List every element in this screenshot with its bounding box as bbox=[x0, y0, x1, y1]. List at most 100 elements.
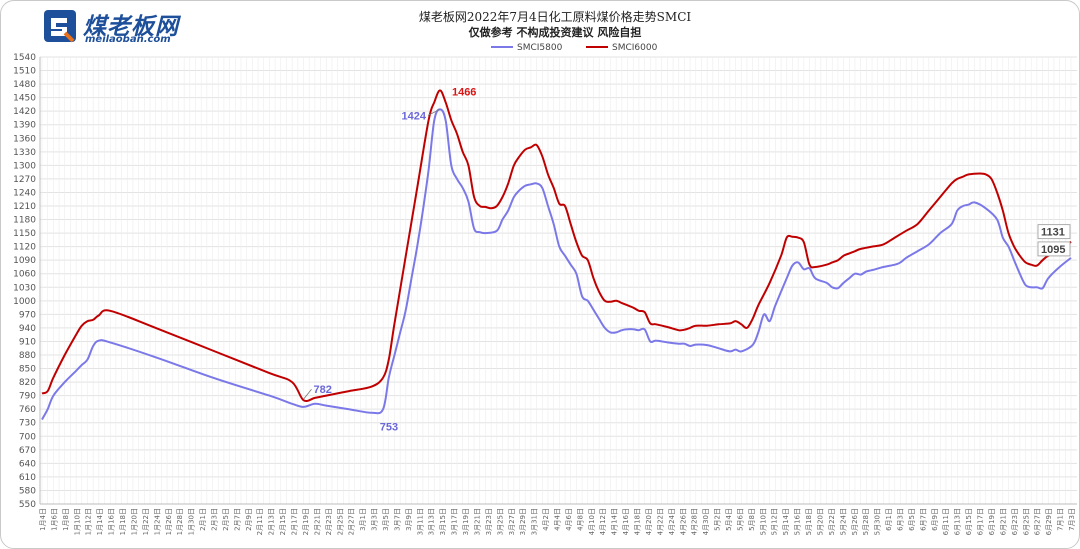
x-tick-label: 1月16日 bbox=[108, 508, 116, 535]
y-tick-label: 610 bbox=[19, 473, 36, 483]
y-tick-label: 790 bbox=[19, 392, 36, 402]
data-label-1095: 1095 bbox=[1041, 244, 1065, 256]
y-tick-label: 1150 bbox=[13, 229, 36, 239]
x-tick-label: 2月23日 bbox=[325, 508, 333, 535]
x-tick-label: 6月21日 bbox=[999, 508, 1007, 535]
y-tick-label: 910 bbox=[19, 337, 36, 347]
y-tick-label: 760 bbox=[19, 405, 36, 415]
x-tick-label: 2月15日 bbox=[279, 508, 287, 535]
y-tick-label: 1000 bbox=[13, 297, 36, 307]
legend-label: SMCI6000 bbox=[612, 43, 658, 53]
y-tick-label: 1270 bbox=[13, 175, 36, 185]
y-axis: 550 580 610 640 670 700 730 760 790 820 850 880 910 9… bbox=[13, 53, 36, 510]
x-tick-label: 5月30日 bbox=[874, 508, 882, 535]
x-tick-label: 2月1日 bbox=[199, 508, 207, 531]
x-tick-label: 6月5日 bbox=[908, 508, 916, 531]
logo-name: 煤老板网 bbox=[83, 14, 179, 40]
data-label-1424: 1424 bbox=[401, 110, 426, 122]
y-tick-label: 1300 bbox=[13, 161, 36, 171]
y-tick-label: 970 bbox=[19, 310, 36, 320]
x-tick-label: 4月6日 bbox=[565, 508, 573, 531]
x-tick-label: 2月11日 bbox=[256, 508, 264, 535]
y-tick-label: 1450 bbox=[13, 94, 36, 104]
x-tick-label: 3月23日 bbox=[485, 508, 493, 535]
x-tick-label: 6月29日 bbox=[1045, 508, 1053, 535]
chart-subtitle: 仅做参考 不构成投资建议 风险自担 bbox=[468, 25, 642, 39]
x-tick-label: 4月18日 bbox=[634, 508, 642, 535]
y-tick-label: 940 bbox=[19, 324, 36, 334]
annotation-leader bbox=[427, 109, 441, 116]
y-tick-label: 550 bbox=[19, 500, 36, 510]
x-tick-label: 4月4日 bbox=[554, 508, 562, 531]
x-tick-label: 3月5日 bbox=[382, 508, 390, 531]
data-label-753: 753 bbox=[380, 421, 398, 433]
y-tick-label: 1060 bbox=[13, 270, 36, 280]
x-tick-label: 5月12日 bbox=[771, 508, 779, 535]
x-tick-label: 1月24日 bbox=[153, 508, 161, 535]
y-tick-label: 700 bbox=[19, 432, 36, 442]
x-tick-label: 6月3日 bbox=[897, 508, 905, 531]
x-tick-label: 1月22日 bbox=[142, 508, 150, 535]
x-tick-label: 5月6日 bbox=[736, 508, 744, 531]
x-tick-label: 3月7日 bbox=[393, 508, 401, 531]
x-tick-label: 2月3日 bbox=[211, 508, 219, 531]
x-tick-label: 1月26日 bbox=[165, 508, 173, 535]
chart-title: 煤老板网2022年7月4日化工原料煤价格走势SMCI bbox=[419, 9, 691, 24]
x-tick-label: 5月20日 bbox=[816, 508, 824, 535]
x-tick-label: 6月15日 bbox=[965, 508, 973, 535]
x-tick-label: 4月2日 bbox=[542, 508, 550, 531]
x-tick-label: 4月24日 bbox=[668, 508, 676, 535]
y-tick-label: 1330 bbox=[13, 148, 36, 158]
x-tick-label: 6月27日 bbox=[1034, 508, 1042, 535]
x-tick-label: 2月17日 bbox=[291, 508, 299, 535]
x-tick-label: 4月8日 bbox=[576, 508, 584, 531]
x-tick-label: 1月20日 bbox=[130, 508, 138, 535]
x-axis: 1月4日 1月6日 1月8日 1月10日 1月12日 1月14日 1月16日 1月18日 1月2… bbox=[39, 508, 1076, 535]
x-tick-label: 2月19日 bbox=[302, 508, 310, 535]
x-tick-label: 6月7日 bbox=[919, 508, 927, 531]
x-tick-label: 2月13日 bbox=[268, 508, 276, 535]
x-tick-label: 1月14日 bbox=[96, 508, 104, 535]
x-tick-label: 6月13日 bbox=[954, 508, 962, 535]
x-tick-label: 2月7日 bbox=[233, 508, 241, 531]
x-tick-label: 3月15日 bbox=[439, 508, 447, 535]
x-tick-label: 4月30日 bbox=[702, 508, 710, 535]
x-tick-label: 5月16日 bbox=[794, 508, 802, 535]
x-tick-label: 4月12日 bbox=[599, 508, 607, 535]
y-tick-label: 1030 bbox=[13, 283, 36, 293]
x-tick-label: 2月9日 bbox=[245, 508, 253, 531]
x-tick-label: 6月25日 bbox=[1022, 508, 1030, 535]
series-layer bbox=[41, 89, 1072, 421]
y-tick-label: 730 bbox=[19, 419, 36, 429]
y-tick-label: 670 bbox=[19, 446, 36, 456]
y-tick-label: 1540 bbox=[13, 53, 36, 63]
x-tick-label: 6月1日 bbox=[885, 508, 893, 531]
x-tick-label: 1月30日 bbox=[188, 508, 196, 535]
y-tick-label: 1390 bbox=[13, 121, 36, 131]
y-tick-label: 1240 bbox=[13, 188, 36, 198]
x-tick-label: 5月28日 bbox=[862, 508, 870, 535]
x-tick-label: 2月27日 bbox=[348, 508, 356, 535]
x-tick-label: 2月25日 bbox=[336, 508, 344, 535]
x-tick-label: 1月12日 bbox=[85, 508, 93, 535]
x-tick-label: 3月11日 bbox=[416, 508, 424, 535]
x-tick-label: 3月9日 bbox=[405, 508, 413, 531]
logo-mark-icon bbox=[44, 10, 76, 43]
x-tick-label: 4月28日 bbox=[691, 508, 699, 535]
x-tick-label: 7月3日 bbox=[1068, 508, 1076, 531]
x-tick-label: 5月24日 bbox=[839, 508, 847, 535]
annotation-box bbox=[1037, 224, 1071, 240]
x-tick-label: 3月29日 bbox=[519, 508, 527, 535]
x-tick-label: 6月11日 bbox=[942, 508, 950, 535]
x-tick-label: 3月27日 bbox=[508, 508, 516, 535]
x-tick-label: 5月18日 bbox=[805, 508, 813, 535]
y-tick-label: 820 bbox=[19, 378, 36, 388]
series-line-smci5800 bbox=[41, 108, 1072, 421]
site-logo[interactable]: 煤老板网 meilaoban.com bbox=[43, 9, 213, 45]
x-tick-label: 1月4日 bbox=[39, 508, 47, 531]
x-tick-label: 2月5日 bbox=[222, 508, 230, 531]
y-tick-label: 580 bbox=[19, 486, 36, 496]
data-label-782: 782 bbox=[314, 384, 332, 396]
data-label-1466: 1466 bbox=[452, 86, 476, 98]
